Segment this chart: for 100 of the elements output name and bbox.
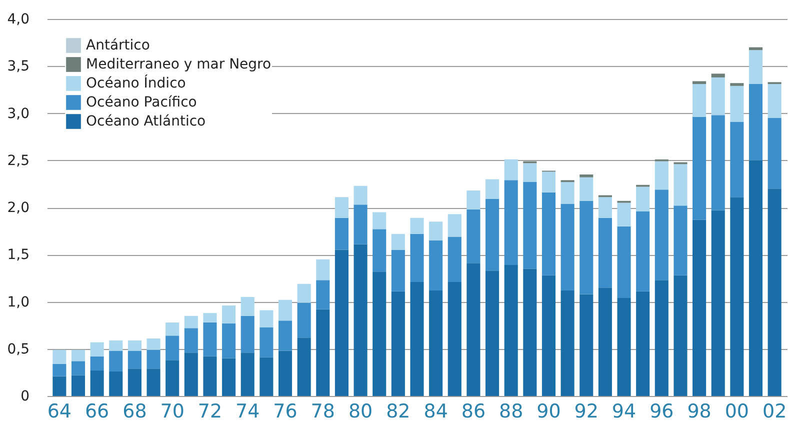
bar [240, 352, 254, 396]
bar [354, 244, 368, 396]
bar [203, 313, 217, 322]
bar [260, 327, 274, 358]
y-tick-label: 3,0 [7, 106, 30, 122]
bar [90, 342, 104, 356]
bar [391, 291, 405, 396]
x-tick-label: 96 [650, 400, 674, 422]
bar [109, 350, 123, 372]
bar [166, 322, 180, 336]
y-tick-label: 1,0 [7, 294, 30, 310]
bar [692, 84, 706, 118]
x-tick-label: 02 [762, 400, 787, 422]
bar [109, 340, 123, 351]
bar [636, 186, 650, 212]
bar [466, 190, 480, 210]
bar [222, 358, 236, 396]
bar [391, 250, 405, 292]
bar [372, 272, 386, 396]
x-tick-label: 94 [612, 400, 636, 422]
bar [128, 350, 142, 369]
x-tick-label: 74 [236, 400, 260, 422]
bar [316, 309, 330, 396]
bar [617, 226, 631, 298]
bar [354, 186, 368, 205]
bar [768, 118, 782, 189]
bar [654, 161, 668, 190]
bar [730, 86, 744, 122]
bar [260, 357, 274, 396]
bar [71, 375, 86, 396]
bar [542, 192, 556, 276]
x-tick-label: 84 [424, 400, 448, 422]
bar [730, 83, 744, 86]
bar [598, 197, 612, 218]
bar [334, 218, 348, 250]
bar [636, 211, 650, 292]
bar [240, 297, 254, 316]
bar [222, 306, 236, 324]
bar [278, 320, 292, 351]
x-tick-label: 82 [386, 400, 410, 422]
bar [146, 338, 160, 350]
bar [316, 259, 330, 280]
legend-label: Antártico [86, 38, 150, 54]
bar [730, 122, 744, 198]
bar [297, 302, 311, 338]
x-tick-label: 72 [198, 400, 222, 422]
y-tick-label: 3,5 [7, 58, 30, 75]
bar [711, 210, 725, 396]
bar [504, 159, 518, 180]
bar [674, 164, 688, 206]
x-tick-label: 64 [47, 400, 72, 422]
bar [692, 117, 706, 220]
y-tick-label: 4,0 [7, 12, 30, 28]
bar [466, 209, 480, 264]
bar [316, 280, 330, 310]
bar [748, 84, 763, 160]
bar [90, 370, 104, 396]
bar [580, 294, 594, 396]
bar [297, 284, 311, 303]
bar [674, 275, 688, 396]
bar [128, 368, 142, 396]
bar [636, 291, 650, 396]
x-tick-label: 88 [499, 400, 524, 422]
bar [654, 280, 668, 396]
bar [71, 361, 86, 376]
bar [410, 282, 424, 396]
bar [278, 300, 292, 321]
bar [617, 202, 631, 226]
bar [448, 282, 462, 396]
bar [692, 81, 706, 84]
x-tick-label: 80 [348, 400, 373, 422]
bar [222, 323, 236, 358]
bar [711, 115, 725, 210]
bar [504, 180, 518, 265]
legend-label: Océano Atlántico [86, 114, 206, 130]
x-tick-label: 68 [122, 400, 147, 422]
bar [109, 371, 123, 396]
bar [166, 360, 180, 396]
bar [410, 218, 424, 234]
bar [768, 188, 782, 396]
bar [598, 288, 612, 396]
bar [580, 200, 594, 294]
bar [278, 350, 292, 396]
bar [748, 160, 763, 396]
bar [560, 204, 574, 290]
bar [580, 177, 594, 201]
bar [748, 50, 763, 84]
bar [71, 350, 86, 362]
bar [730, 197, 744, 396]
bar [260, 310, 274, 328]
bar [448, 236, 462, 282]
y-tick-label: 2,0 [7, 200, 30, 216]
bar [523, 182, 537, 269]
bar [598, 218, 612, 288]
bar [334, 250, 348, 396]
bar [203, 356, 217, 396]
bar [90, 356, 104, 371]
bar [504, 264, 518, 396]
bar [560, 182, 574, 204]
bar [52, 376, 66, 396]
